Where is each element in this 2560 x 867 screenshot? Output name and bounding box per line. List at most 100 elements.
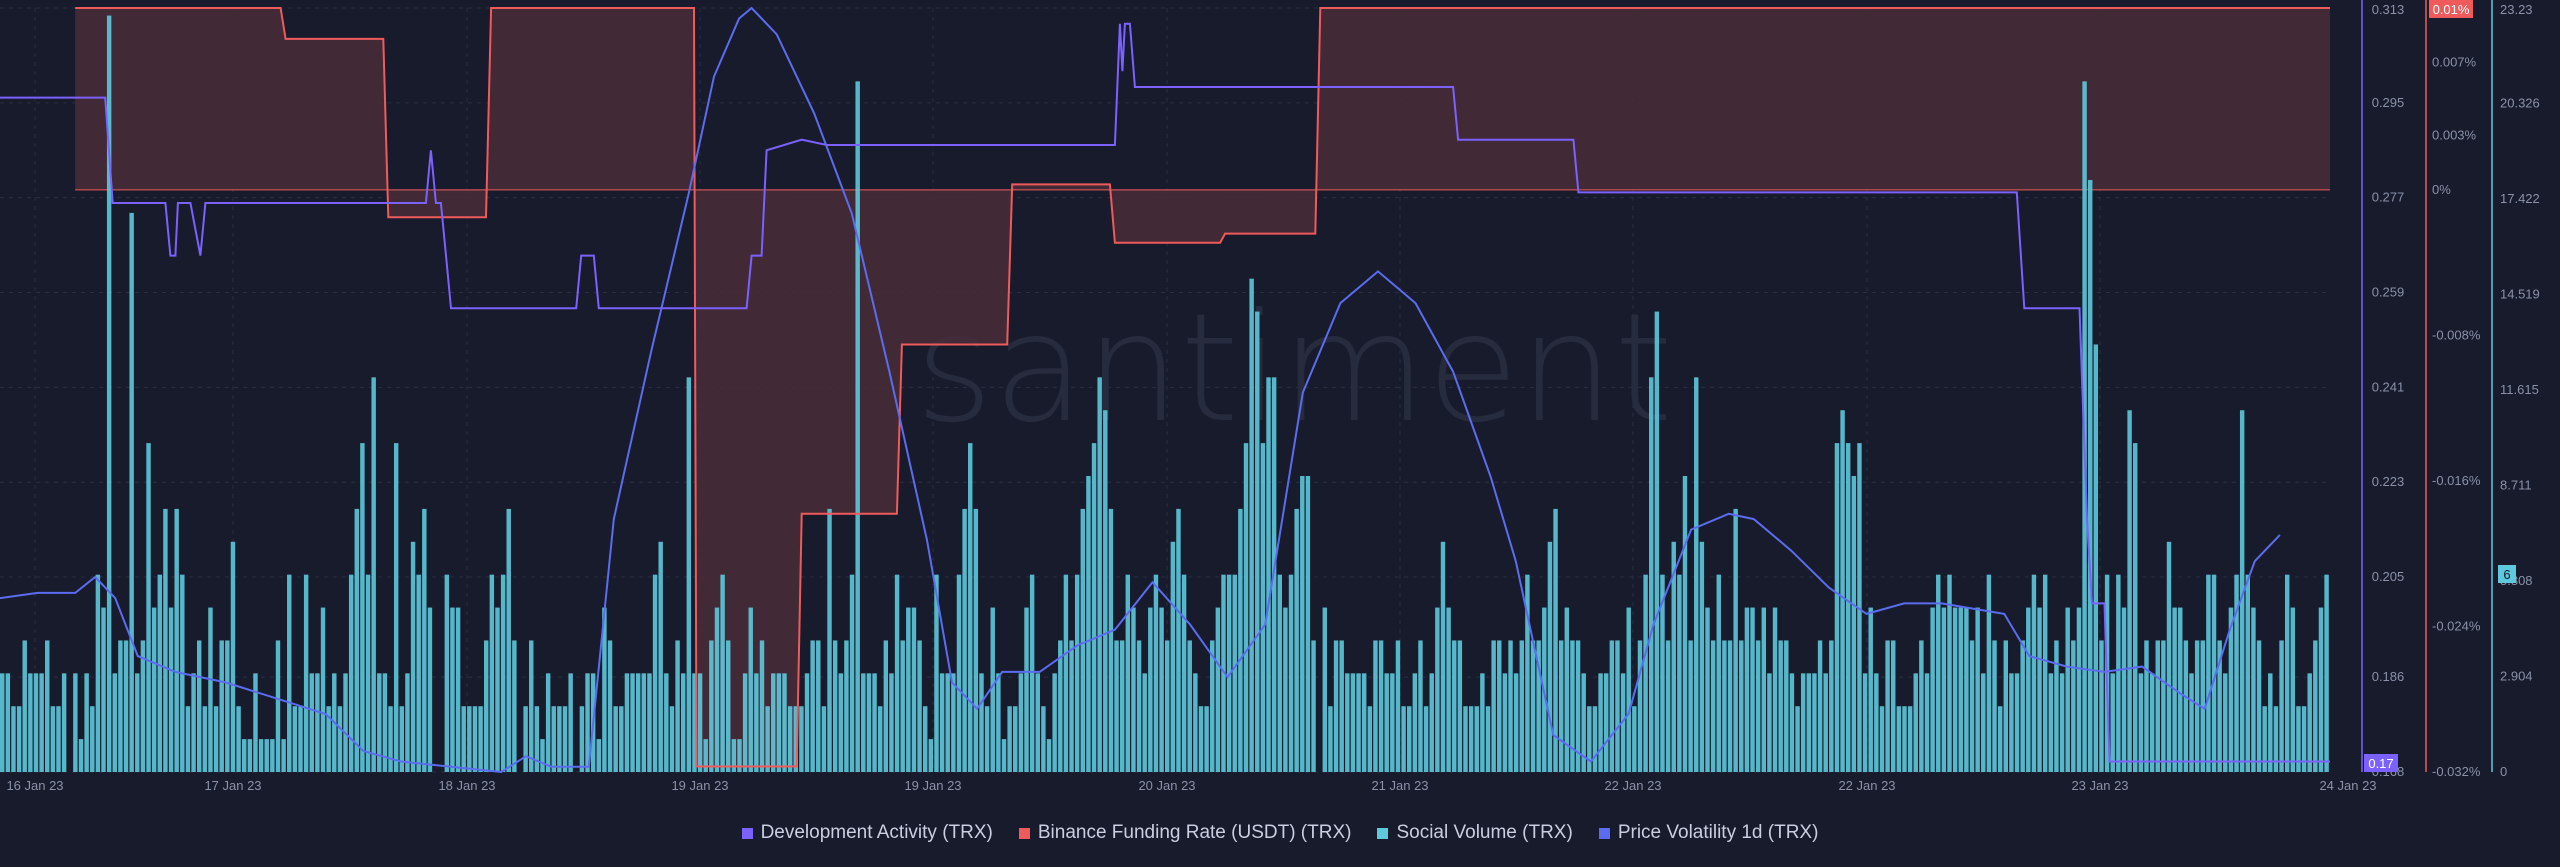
social-volume-bar — [33, 673, 39, 772]
social-volume-bar — [1474, 706, 1479, 772]
social-volume-bar — [1851, 476, 1857, 772]
social-volume-bar — [1041, 706, 1046, 772]
social-volume-bar — [1350, 673, 1356, 772]
x-tick-label: 16 Jan 23 — [6, 778, 63, 793]
social-tick-label: 14.519 — [2500, 286, 2540, 301]
social-volume-bar — [2042, 574, 2048, 772]
social-volume-bar — [692, 673, 697, 772]
legend-swatch-social — [1377, 827, 1389, 839]
social-volume-bar — [2268, 673, 2273, 772]
social-volume-bar — [872, 673, 877, 772]
social-volume-bar — [45, 640, 50, 772]
dev-tick-label: 0.223 — [2372, 474, 2405, 489]
legend-item-funding[interactable]: Binance Funding Rate (USDT) (TRX) — [1018, 822, 1351, 844]
social-volume-bar — [2003, 640, 2009, 772]
social-volume-bar — [1215, 607, 1221, 772]
social-volume-bar — [1300, 476, 1305, 772]
social-volume-bar — [2296, 706, 2301, 772]
social-volume-bar — [1603, 673, 1609, 772]
social-volume-bar — [2020, 640, 2025, 772]
social-volume-bar — [337, 706, 343, 772]
social-volume-bar — [140, 640, 146, 772]
social-volume-bar — [996, 673, 1001, 772]
social-volume-bar — [759, 640, 765, 772]
funding-tick-label: -0.016% — [2432, 473, 2481, 488]
social-volume-bar — [73, 673, 78, 772]
social-volume-bar — [2324, 574, 2329, 772]
social-volume-bar — [928, 739, 934, 772]
social-volume-bar — [1193, 673, 1198, 772]
funding-rate-line — [75, 7, 2330, 768]
legend-item-dev[interactable]: Development Activity (TRX) — [741, 822, 993, 844]
funding-tick-label: -0.032% — [2432, 764, 2481, 779]
social-volume-bar — [146, 443, 151, 772]
social-volume-bar — [1778, 640, 1783, 772]
social-volume-bar — [2234, 574, 2239, 772]
social-volume-bar — [1845, 443, 1851, 772]
dev-tick-label: 0.205 — [2372, 569, 2405, 584]
social-volume-bar — [787, 706, 793, 772]
social-volume-bar — [911, 607, 917, 772]
social-volume-bar — [1080, 508, 1086, 772]
social-volume-bar — [1412, 673, 1418, 772]
funding-tick-label: -0.024% — [2432, 618, 2481, 633]
social-volume-bar — [1384, 673, 1389, 772]
social-volume-bar — [1620, 673, 1626, 772]
social-volume-bar — [861, 673, 866, 772]
legend-item-social[interactable]: Social Volume (TRX) — [1377, 822, 1573, 844]
social-volume-bar — [1907, 706, 1913, 772]
social-volume-bar — [1260, 443, 1266, 772]
dev-badge: 0.17 — [2368, 756, 2393, 771]
legend-swatch-funding — [1018, 827, 1030, 839]
social-volume-bar — [545, 673, 551, 772]
social-volume-bar — [500, 574, 506, 772]
social-volume-bar — [1013, 706, 1018, 772]
social-volume-bar — [1395, 640, 1401, 772]
social-volume-bar — [2144, 640, 2149, 772]
social-volume-bar — [1294, 508, 1299, 772]
dev-tick-label: 0.295 — [2372, 95, 2405, 110]
social-volume-bar — [2149, 673, 2155, 772]
social-volume-bar — [726, 640, 731, 772]
social-volume-bar — [1288, 574, 1294, 772]
x-tick-label: 19 Jan 23 — [904, 778, 961, 793]
social-volume-bar — [877, 706, 883, 772]
social-volume-bar — [1947, 574, 1952, 772]
social-volume-bar — [1429, 673, 1434, 772]
social-volume-bar — [1744, 607, 1750, 772]
social-volume-bar — [962, 508, 967, 772]
social-volume-bar — [934, 574, 939, 772]
social-volume-bar — [658, 541, 663, 772]
legend-swatch-dev — [741, 827, 753, 839]
social-volume-bar — [219, 640, 224, 772]
social-volume-bar — [596, 739, 601, 772]
funding-tick-label: 0% — [2432, 182, 2451, 197]
dev-badge-bg — [2364, 754, 2398, 772]
social-volume-bar — [832, 640, 838, 772]
social-volume-bar — [1733, 508, 1738, 772]
social-volume-bar — [2284, 574, 2290, 772]
x-tick-label: 22 Jan 23 — [1604, 778, 1661, 793]
social-volume-bar — [765, 706, 770, 772]
social-volume-bar — [1339, 640, 1344, 772]
legend-item-volatility[interactable]: Price Volatility 1d (TRX) — [1598, 822, 1818, 844]
social-volume-bar — [1283, 607, 1288, 772]
development-activity-line — [0, 22, 2330, 763]
social-volume-bar — [1682, 476, 1688, 772]
social-volume-bar — [270, 739, 275, 772]
social-volume-bar — [1772, 607, 1778, 772]
social-volume-bar — [1592, 706, 1598, 772]
social-volume-bar — [889, 673, 894, 772]
social-volume-bar — [737, 739, 742, 772]
social-volume-bar — [849, 574, 855, 772]
social-volume-bar — [123, 640, 129, 772]
social-volume-bar — [168, 607, 174, 772]
social-volume-bar — [1322, 607, 1328, 772]
social-volume-bar — [2093, 344, 2099, 772]
social-volume-bar — [292, 706, 298, 772]
social-volume-bar — [1660, 574, 1665, 772]
social-volume-bar — [1649, 377, 1654, 772]
x-tick-label: 23 Jan 23 — [2071, 778, 2128, 793]
social-volume-bar — [1941, 607, 1947, 772]
social-volume-bar — [2166, 541, 2172, 772]
